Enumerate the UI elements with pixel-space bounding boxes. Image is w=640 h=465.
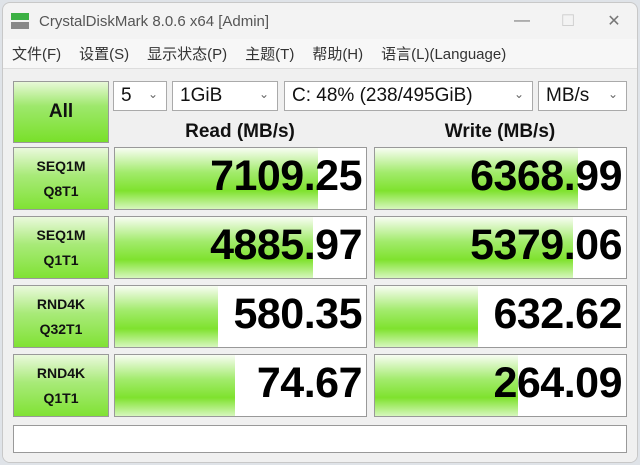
test-params: Q1T1	[43, 389, 79, 406]
read-value: 580.35	[233, 290, 362, 338]
read-result: 74.67	[114, 354, 367, 417]
read-value: 74.67	[256, 359, 363, 407]
menu-help[interactable]: 帮助(H)	[312, 46, 364, 63]
test-button[interactable]: SEQ1M Q8T1	[13, 147, 109, 210]
write-value: 264.09	[493, 359, 622, 407]
test-size-value: 1GiB	[180, 85, 223, 106]
comment-input[interactable]	[13, 425, 627, 453]
write-bar	[375, 355, 519, 416]
minimize-button[interactable]: —	[514, 12, 530, 29]
test-size-select[interactable]: 1GiB ⌄	[172, 81, 278, 111]
read-bar	[115, 355, 236, 416]
test-params: Q8T1	[43, 182, 79, 199]
test-name: SEQ1M	[36, 157, 86, 174]
write-bar	[375, 286, 478, 347]
test-button[interactable]: SEQ1M Q1T1	[13, 216, 109, 279]
main-panel: All 5 ⌄ 1GiB ⌄ C: 48% (238/495GiB) ⌄ MB/s ⌄ …	[3, 69, 637, 462]
read-result: 7109.25	[114, 147, 367, 210]
read-bar	[115, 217, 314, 278]
write-bar	[375, 148, 579, 209]
app-drive-icon	[11, 12, 29, 30]
test-count-value: 5	[121, 85, 132, 106]
write-result: 264.09	[374, 354, 627, 417]
write-result: 6368.99	[374, 147, 627, 210]
read-result: 4885.97	[114, 216, 367, 279]
test-name: SEQ1M	[36, 226, 86, 243]
write-value: 5379.06	[470, 221, 622, 269]
run-all-button[interactable]: All	[13, 81, 109, 143]
write-value: 632.62	[493, 290, 622, 338]
read-result: 580.35	[114, 285, 367, 348]
read-bar	[115, 286, 218, 347]
window-title: CrystalDiskMark 8.0.6 x64 [Admin]	[39, 12, 270, 30]
menu-file[interactable]: 文件(F)	[12, 46, 62, 63]
write-bar	[375, 217, 574, 278]
chevron-down-icon: ⌄	[258, 87, 269, 101]
test-count-select[interactable]: 5 ⌄	[113, 81, 167, 111]
menu-language[interactable]: 语言(L)(Language)	[381, 46, 507, 63]
unit-value: MB/s	[546, 85, 590, 106]
chevron-down-icon: ⌄	[607, 87, 618, 101]
read-value: 7109.25	[210, 152, 362, 200]
test-button[interactable]: RND4K Q32T1	[13, 285, 109, 348]
write-result: 632.62	[374, 285, 627, 348]
chevron-down-icon: ⌄	[513, 87, 524, 101]
test-button[interactable]: RND4K Q1T1	[13, 354, 109, 417]
maximize-button[interactable]: ☐	[560, 13, 576, 30]
menu-theme[interactable]: 主题(T)	[245, 46, 295, 63]
close-button[interactable]: ✕	[607, 13, 621, 30]
test-params: Q32T1	[39, 320, 83, 337]
test-params: Q1T1	[43, 251, 79, 268]
test-name: RND4K	[36, 295, 86, 312]
drive-value: C: 48% (238/495GiB)	[292, 85, 473, 106]
menu-bar: 文件(F) 设置(S) 显示状态(P) 主题(T) 帮助(H) 语言(L)(La…	[3, 39, 637, 69]
read-bar	[115, 148, 319, 209]
unit-select[interactable]: MB/s ⌄	[538, 81, 627, 111]
drive-select[interactable]: C: 48% (238/495GiB) ⌄	[284, 81, 533, 111]
read-header: Read (MB/s)	[185, 121, 295, 142]
read-value: 4885.97	[210, 221, 362, 269]
title-bar: CrystalDiskMark 8.0.6 x64 [Admin] — ☐ ✕	[3, 3, 637, 39]
write-header: Write (MB/s)	[444, 121, 556, 142]
write-value: 6368.99	[470, 152, 622, 200]
chevron-down-icon: ⌄	[147, 87, 158, 101]
write-result: 5379.06	[374, 216, 627, 279]
test-name: RND4K	[36, 364, 86, 381]
menu-settings[interactable]: 设置(S)	[79, 46, 130, 63]
menu-profile[interactable]: 显示状态(P)	[147, 46, 228, 63]
